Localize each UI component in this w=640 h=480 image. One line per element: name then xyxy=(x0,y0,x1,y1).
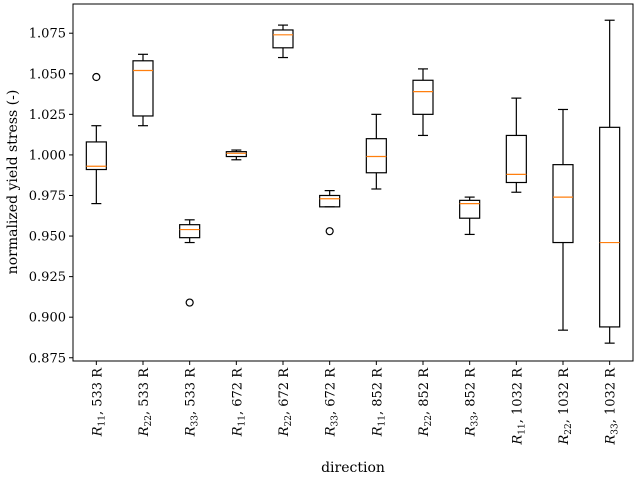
x-tick-label-suffix: , 672 R xyxy=(230,367,245,415)
plot-frame xyxy=(72,3,634,362)
x-tick-label-subscript: 33 xyxy=(191,415,201,427)
iqr-box xyxy=(552,164,574,244)
y-tick-label: 0.900 xyxy=(29,311,66,326)
x-tick-label-symbol: R xyxy=(604,435,619,446)
box-9 xyxy=(459,196,481,236)
x-tick-label-symbol: R xyxy=(137,426,152,437)
box-8 xyxy=(412,68,434,137)
iqr-box xyxy=(319,194,341,208)
outlier-point xyxy=(185,298,194,307)
iqr-box xyxy=(599,126,621,328)
box-10 xyxy=(505,97,527,193)
x-tick-label-symbol: R xyxy=(417,426,432,437)
outlier-point xyxy=(325,227,334,236)
x-tick-label: R22, 1032 R xyxy=(557,367,574,446)
x-tick-label: R11, 672 R xyxy=(230,367,247,437)
x-tick-label: R22, 533 R xyxy=(137,367,154,437)
box-11 xyxy=(552,108,574,331)
y-tick-label: 0.875 xyxy=(29,351,66,366)
x-tick-label-subscript: 11 xyxy=(517,423,527,434)
y-axis-label: normalized yield stress (-) xyxy=(5,90,21,275)
x-tick-label-symbol: R xyxy=(90,426,105,437)
boxes-layer xyxy=(85,19,621,344)
x-tick-label-subscript: 33 xyxy=(331,415,341,427)
iqr-box xyxy=(225,151,247,158)
x-tick-label-symbol: R xyxy=(557,435,572,446)
x-tick-label: R33, 533 R xyxy=(184,367,201,437)
iqr-box xyxy=(85,141,107,171)
x-tick-label-suffix: , 852 R xyxy=(464,367,479,415)
box-4 xyxy=(225,149,247,161)
x-tick-label: R33, 672 R xyxy=(324,367,341,437)
x-tick-label-subscript: 22 xyxy=(564,423,574,434)
x-tick-label: R22, 672 R xyxy=(277,367,294,437)
box-6 xyxy=(319,190,341,236)
x-tick-label-symbol: R xyxy=(230,426,245,437)
y-tick-label: 0.925 xyxy=(29,270,66,285)
iqr-box xyxy=(459,199,481,219)
y-tick-label: 1.000 xyxy=(29,148,66,163)
x-tick-label-suffix: , 852 R xyxy=(370,367,385,415)
x-tick-label: R33, 1032 R xyxy=(604,367,621,446)
x-tick-label: R11, 533 R xyxy=(90,367,107,437)
x-tick-label: R11, 1032 R xyxy=(510,367,527,446)
x-tick-label-symbol: R xyxy=(370,426,385,437)
box-1 xyxy=(85,72,107,205)
x-tick-label-subscript: 22 xyxy=(144,415,154,426)
x-tick-label: R33, 852 R xyxy=(464,367,481,437)
x-tick-label-symbol: R xyxy=(324,426,339,437)
y-tick-label: 1.025 xyxy=(29,108,66,123)
x-tick-label-symbol: R xyxy=(184,426,199,437)
x-tick-label-subscript: 11 xyxy=(377,415,387,426)
x-tick-label-suffix: , 672 R xyxy=(277,367,292,415)
x-tick-label-subscript: 33 xyxy=(611,423,621,435)
x-tick-label-suffix: , 533 R xyxy=(184,367,199,415)
x-tick-label-suffix: , 533 R xyxy=(137,367,152,415)
box-7 xyxy=(365,113,387,190)
y-tick-label: 0.950 xyxy=(29,230,66,245)
iqr-box xyxy=(412,79,434,115)
x-tick-label-suffix: , 1032 R xyxy=(604,367,619,423)
box-12 xyxy=(599,19,621,344)
x-tick-label-subscript: 11 xyxy=(237,415,247,426)
y-axis: 0.875 0.900 0.925 0.950 0.975 1.000 1.025 1.050… xyxy=(29,27,73,366)
x-axis-label: direction xyxy=(321,460,385,476)
x-tick-label-symbol: R xyxy=(510,435,525,446)
outlier-point xyxy=(92,72,101,82)
iqr-box xyxy=(179,224,201,239)
x-tick-label-suffix: , 852 R xyxy=(417,367,432,415)
x-tick-label: R22, 852 R xyxy=(417,367,434,437)
box-3 xyxy=(179,219,201,307)
x-tick-label-subscript: 11 xyxy=(97,415,107,426)
y-tick-label: 1.075 xyxy=(29,27,66,42)
x-tick-label-suffix: , 1032 R xyxy=(557,367,572,423)
x-tick-label-suffix: , 672 R xyxy=(324,367,339,415)
y-tick-label: 0.975 xyxy=(29,189,66,204)
x-tick-label-suffix: , 1032 R xyxy=(510,367,525,423)
box-2 xyxy=(132,53,154,127)
iqr-box xyxy=(365,138,387,174)
box-5 xyxy=(272,24,294,59)
x-tick-label: R11, 852 R xyxy=(370,367,387,437)
plot-area xyxy=(73,4,633,361)
y-tick-label: 1.050 xyxy=(29,67,66,82)
x-tick-label-subscript: 22 xyxy=(424,415,434,426)
x-tick-label-subscript: 33 xyxy=(471,415,481,427)
iqr-box xyxy=(505,134,527,184)
x-tick-label-suffix: , 533 R xyxy=(90,367,105,415)
x-tick-label-symbol: R xyxy=(464,426,479,437)
iqr-box xyxy=(272,29,294,49)
iqr-box xyxy=(132,60,154,117)
x-tick-label-symbol: R xyxy=(277,426,292,437)
x-tick-label-subscript: 22 xyxy=(284,415,294,426)
